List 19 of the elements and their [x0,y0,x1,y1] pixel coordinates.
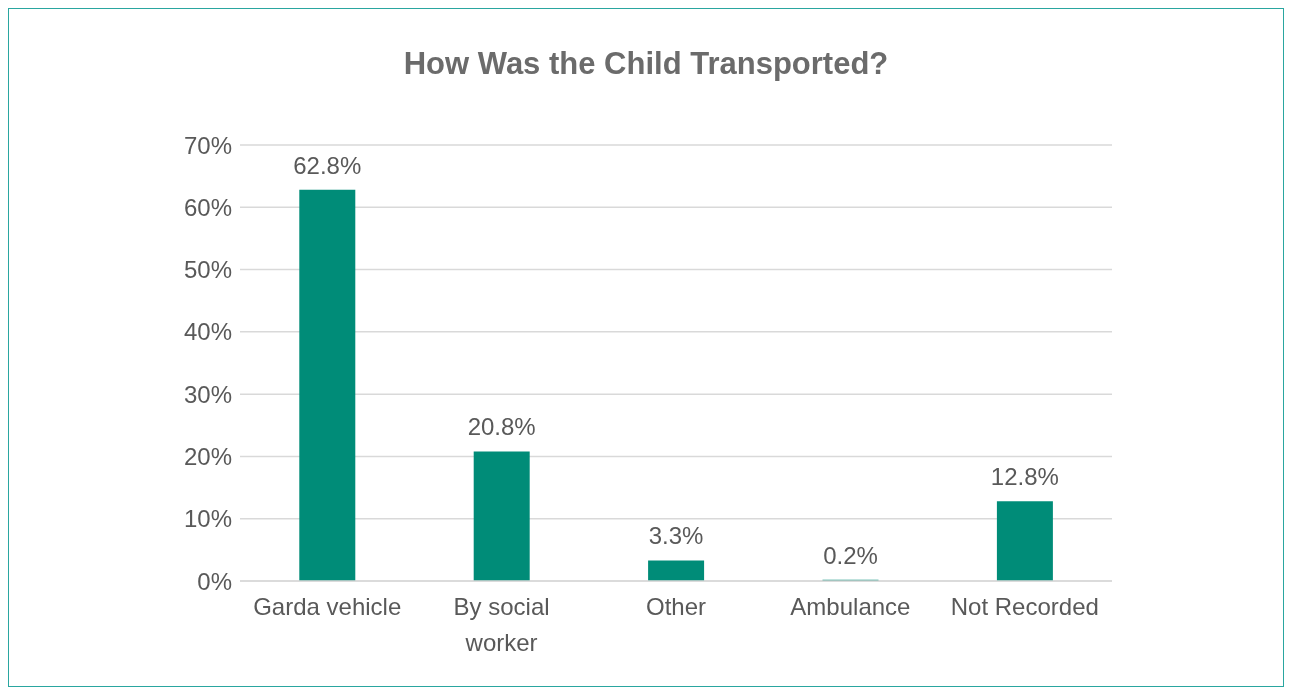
y-tick-label: 70% [183,131,232,159]
y-tick-label: 20% [183,442,232,470]
y-tick-label: 0% [197,567,232,595]
data-label: 62.8% [293,151,362,179]
x-tick-label: Ambulance [790,593,911,620]
x-tick-label: Other [645,593,707,620]
data-label: 3.3% [648,522,704,550]
y-tick-label: 50% [183,256,232,284]
y-tick-label: 60% [183,193,232,221]
data-label: 20.8% [467,413,536,441]
x-tick-label: By social worker [453,593,550,656]
x-tick-label: Not Recorded [950,593,1099,620]
y-tick-label: 30% [183,380,232,408]
y-tick-label: 40% [183,318,232,346]
x-tick-label: Garda vehicle [253,593,402,620]
chart-title: How Was the Child Transported? [402,46,890,82]
data-label: 12.8% [990,463,1059,491]
data-label: 0.2% [823,541,878,569]
y-tick-label: 10% [183,505,232,533]
